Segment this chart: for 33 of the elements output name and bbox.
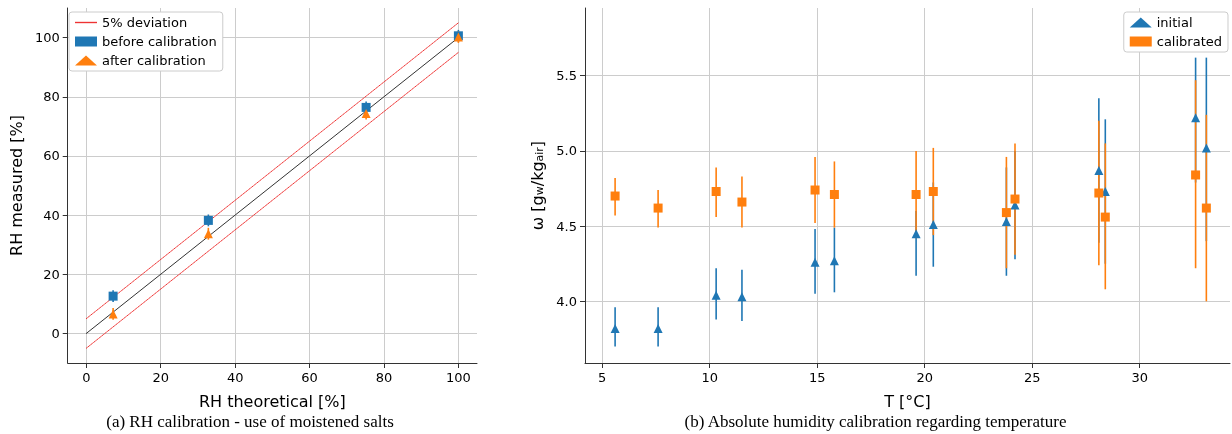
y-axis-title: RH measured [%] (6, 115, 26, 256)
y-tick-label: 5.5 (556, 68, 577, 84)
y-tick-label: 20 (43, 266, 60, 282)
x-tick-label: 15 (808, 370, 826, 385)
y-tick-label: 0 (51, 325, 60, 341)
legend-label: after calibration (102, 53, 206, 68)
legend-label: before calibration (102, 34, 217, 49)
x-tick-label: 30 (1131, 370, 1148, 385)
x-tick-label: 5 (598, 370, 607, 385)
x-tick-label: 20 (916, 370, 933, 385)
x-tick-label: 10 (701, 370, 718, 385)
y-axis-title: ω [gw/kgair] (527, 140, 547, 231)
x-axis-title: RH theoretical [%] (198, 391, 346, 411)
x-tick-label: 25 (1023, 370, 1041, 385)
y-tick-label: 40 (43, 207, 60, 223)
y-tick-label: 4.0 (556, 293, 577, 309)
x-axis-title: T [°C] (883, 391, 931, 411)
legend-label: calibrated (1156, 34, 1222, 49)
y-tick-label: 60 (43, 148, 60, 164)
x-tick-label: 20 (152, 370, 170, 385)
x-tick-label: 60 (301, 370, 318, 385)
x-tick-label: 0 (82, 370, 91, 385)
legend-label: 5% deviation (102, 15, 188, 30)
x-tick-label: 80 (375, 370, 393, 385)
text: (b) Absolute humidity calibration regarding temperature (684, 412, 1067, 431)
y-tick-label: 100 (34, 30, 60, 46)
x-tick-label: 40 (226, 370, 244, 385)
y-tick-label: 4.5 (556, 218, 577, 234)
y-tick-label: 80 (43, 89, 60, 105)
x-tick-label: 100 (445, 370, 471, 385)
text: (a) RH calibration - use of moistened salts (106, 412, 394, 431)
y-tick-label: 5.0 (556, 143, 577, 159)
legend-label: initial (1156, 15, 1193, 30)
